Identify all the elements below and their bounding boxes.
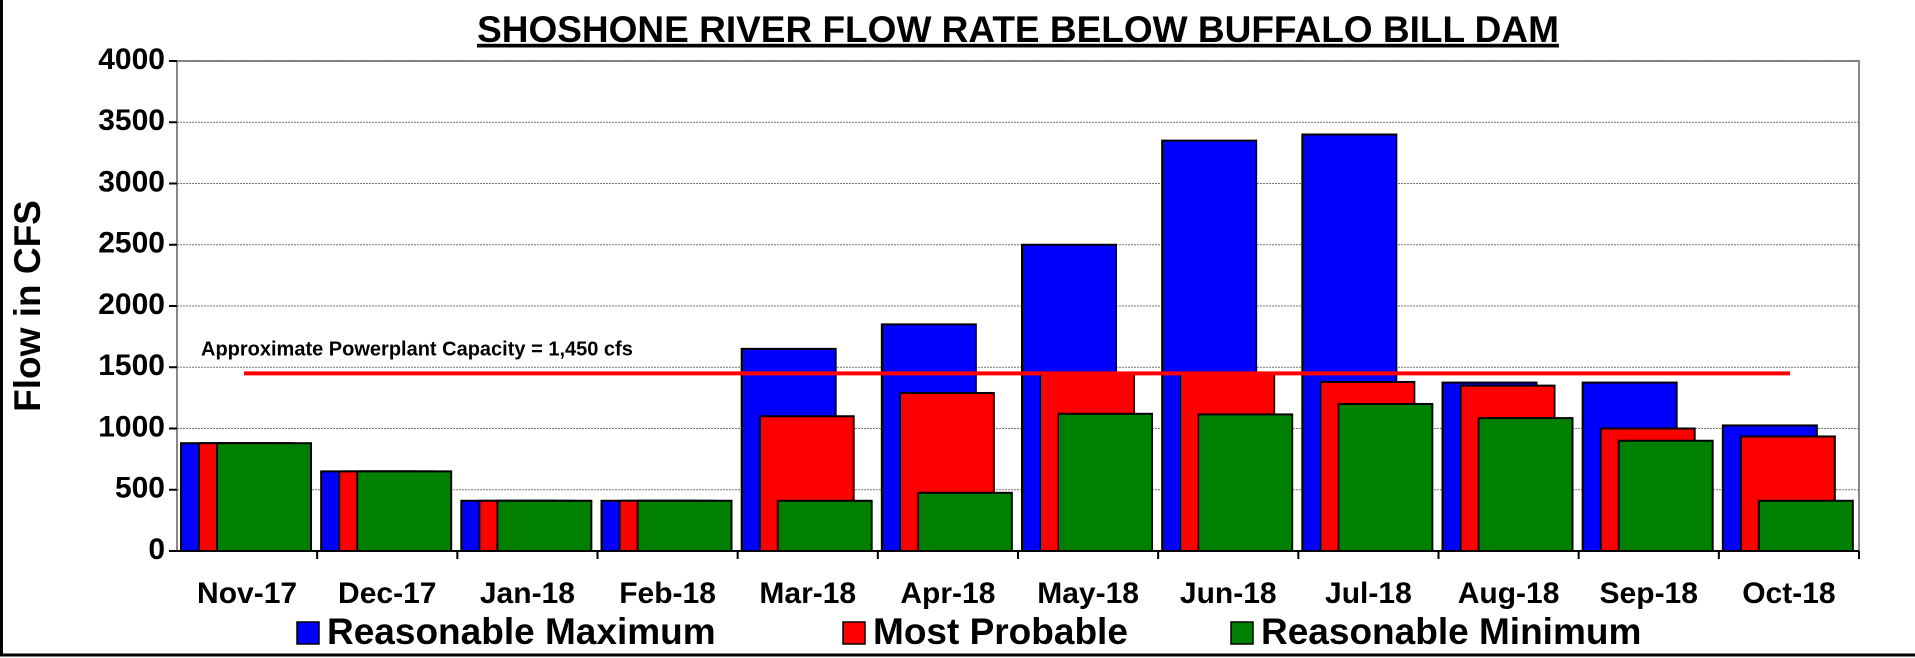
x-tick-label: May-18 bbox=[1037, 577, 1139, 610]
bar bbox=[916, 491, 1013, 552]
x-tick-label: Jan-18 bbox=[480, 577, 575, 610]
y-tick-label: 4000 bbox=[98, 43, 165, 76]
x-tick-label: Oct-18 bbox=[1742, 577, 1835, 610]
y-tick-label: 3000 bbox=[98, 165, 165, 198]
x-tick-label: Apr-18 bbox=[900, 577, 995, 610]
x-tick-label: Dec-17 bbox=[338, 577, 436, 610]
bar bbox=[1057, 412, 1153, 552]
x-tick-label: Nov-17 bbox=[197, 577, 297, 610]
legend-swatch bbox=[1230, 621, 1254, 645]
x-tick-label: Feb-18 bbox=[619, 577, 716, 610]
legend-label: Most Probable bbox=[873, 611, 1128, 652]
chart-title: SHOSHONE RIVER FLOW RATE BELOW BUFFALO B… bbox=[477, 9, 1559, 50]
bar bbox=[496, 499, 593, 552]
bar bbox=[1757, 499, 1854, 552]
y-tick-label: 1000 bbox=[98, 410, 165, 443]
legend-label: Reasonable Maximum bbox=[327, 611, 716, 652]
x-tick-label: Aug-18 bbox=[1458, 577, 1560, 610]
y-tick-label: 1500 bbox=[98, 349, 165, 382]
x-tick-label: Jul-18 bbox=[1325, 577, 1412, 610]
x-tick-label: Jun-18 bbox=[1180, 577, 1277, 610]
bar bbox=[1617, 439, 1714, 552]
bar bbox=[1477, 417, 1574, 552]
y-tick-label: 0 bbox=[148, 533, 165, 566]
bar bbox=[1337, 403, 1434, 552]
bar bbox=[636, 499, 733, 552]
y-tick-label: 500 bbox=[115, 472, 165, 505]
bar bbox=[356, 470, 453, 552]
y-axis-title: Flow in CFS bbox=[7, 200, 48, 412]
bar bbox=[776, 499, 873, 552]
y-tick-label: 2500 bbox=[98, 227, 165, 260]
bar bbox=[1197, 413, 1294, 552]
legend-swatch bbox=[296, 621, 320, 645]
legend-swatch bbox=[842, 621, 866, 645]
y-tick-label: 2000 bbox=[98, 288, 165, 321]
y-tick-label: 3500 bbox=[98, 104, 165, 137]
bar bbox=[216, 442, 312, 553]
annotation: Approximate Powerplant Capacity = 1,450 … bbox=[201, 339, 633, 361]
x-tick-label: Mar-18 bbox=[759, 577, 856, 610]
legend-label: Reasonable Minimum bbox=[1261, 611, 1641, 652]
x-tick-label: Sep-18 bbox=[1600, 577, 1698, 610]
